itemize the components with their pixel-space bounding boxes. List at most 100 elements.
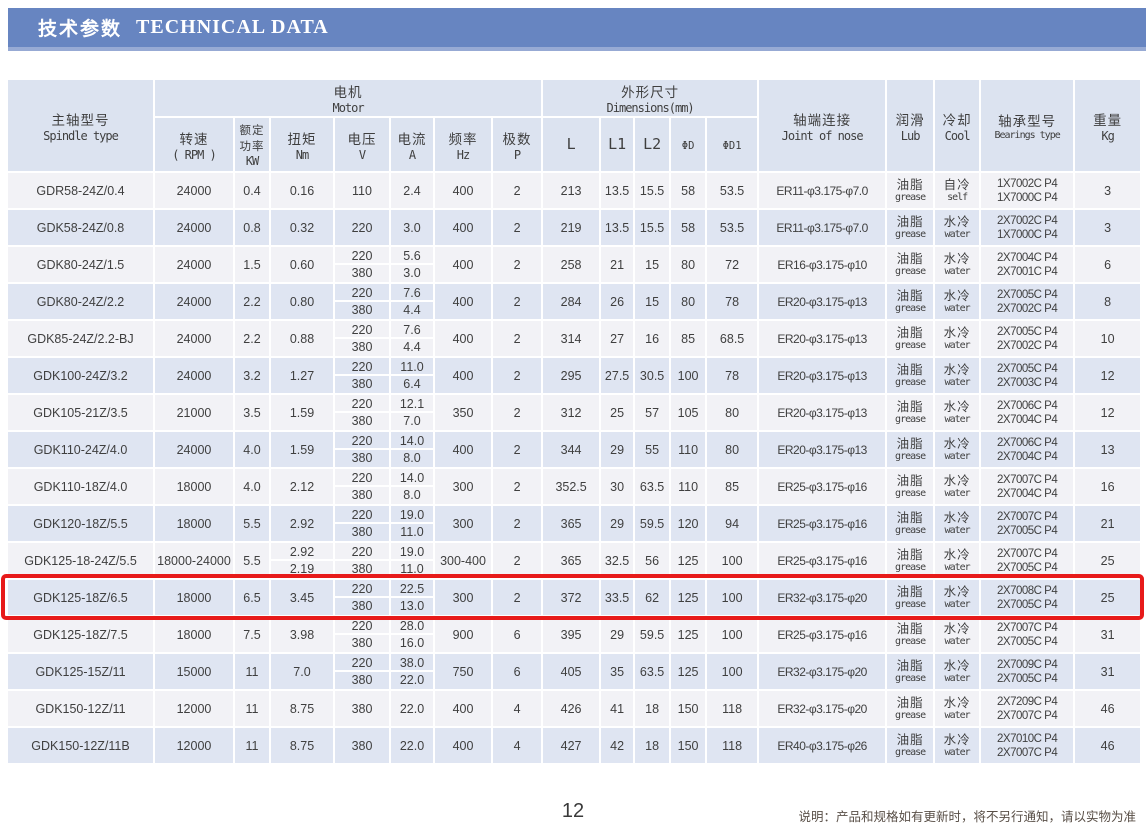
cell-rpm: 18000 xyxy=(153,504,235,543)
cell-hz: 400 xyxy=(433,689,493,728)
cell-nm: 2.92 2.19 xyxy=(269,541,335,580)
cell-rpm: 24000 xyxy=(153,430,235,469)
cell-dD1: 80 xyxy=(705,430,760,469)
cell-nm: 3.45 xyxy=(269,578,335,617)
cell-a: 7.6 4.4 xyxy=(389,319,435,358)
cell-cool: 水冷 water xyxy=(933,282,982,321)
cell-p: 6 xyxy=(490,615,544,654)
cell-a: 3.0 xyxy=(389,208,435,247)
cell-kw: 2.2 xyxy=(233,319,271,358)
table-row: GDK85-24Z/2.2-BJ 24000 2.2 0.88 220 380 7.6 4.4… xyxy=(6,319,1143,358)
cell-L: 352.5 xyxy=(541,467,602,506)
cell-lub: 油脂 grease xyxy=(885,504,936,543)
cell-joint-of-nose: ER25-φ3.175-φ16 xyxy=(757,615,888,654)
cell-L2: 55 xyxy=(633,430,672,469)
cell-kw: 5.5 xyxy=(233,541,271,580)
col-group-dimensions: 外形尺寸 Dimensions(mm) xyxy=(541,78,760,118)
cell-bearings: 2X7007C P4 2X7005C P4 xyxy=(979,615,1076,654)
cell-bearings: 2X7006C P4 2X7004C P4 xyxy=(979,430,1076,469)
cell-a: 2.4 xyxy=(389,171,435,210)
cell-L: 219 xyxy=(541,208,602,247)
cell-lub: 油脂 grease xyxy=(885,245,936,284)
cell-joint-of-nose: ER40-φ3.175-φ26 xyxy=(757,726,888,765)
cell-L1: 21 xyxy=(599,245,636,284)
cell-dD1: 100 xyxy=(705,652,760,691)
cell-p: 2 xyxy=(490,430,544,469)
cell-L2: 62 xyxy=(633,578,672,617)
cell-v: 220 xyxy=(333,208,391,247)
cell-nm: 3.98 xyxy=(269,615,335,654)
col-header-spindle-type: 主轴型号 Spindle type xyxy=(6,78,155,173)
cell-cool: 水冷 water xyxy=(933,319,982,358)
cell-dD1: 118 xyxy=(705,726,760,765)
cell-rpm: 18000 xyxy=(153,615,235,654)
cell-a: 14.0 8.0 xyxy=(389,430,435,469)
cell-kg: 31 xyxy=(1073,615,1143,654)
cell-joint-of-nose: ER32-φ3.175-φ20 xyxy=(757,578,888,617)
cell-p: 2 xyxy=(490,504,544,543)
cell-L2: 59.5 xyxy=(633,615,672,654)
cell-v: 220 380 xyxy=(333,393,391,432)
cell-dD: 125 xyxy=(669,652,708,691)
col-header-frequency: 频率 Hz xyxy=(433,116,493,173)
cell-spindle-model: GDK80-24Z/2.2 xyxy=(6,282,155,321)
cell-spindle-model: GDK110-24Z/4.0 xyxy=(6,430,155,469)
cell-L: 365 xyxy=(541,541,602,580)
cell-a: 19.0 11.0 xyxy=(389,504,435,543)
cell-L: 427 xyxy=(541,726,602,765)
cell-dD1: 72 xyxy=(705,245,760,284)
cell-dD: 105 xyxy=(669,393,708,432)
cell-dD: 58 xyxy=(669,171,708,210)
cell-L: 372 xyxy=(541,578,602,617)
cell-dD: 100 xyxy=(669,356,708,395)
table-row: GDK110-18Z/4.0 18000 4.0 2.12 220 380 14.0 8.0 3… xyxy=(6,467,1143,506)
cell-dD: 150 xyxy=(669,726,708,765)
cell-dD: 110 xyxy=(669,430,708,469)
cell-L2: 15 xyxy=(633,282,672,321)
cell-hz: 400 xyxy=(433,319,493,358)
cell-p: 2 xyxy=(490,208,544,247)
cell-cool: 自冷 self xyxy=(933,171,982,210)
cell-v: 220 380 xyxy=(333,504,391,543)
cell-cool: 水冷 water xyxy=(933,578,982,617)
cell-p: 2 xyxy=(490,171,544,210)
cell-joint-of-nose: ER16-φ3.175-φ10 xyxy=(757,245,888,284)
cell-joint-of-nose: ER20-φ3.175-φ13 xyxy=(757,282,888,321)
cell-L2: 18 xyxy=(633,689,672,728)
cell-p: 2 xyxy=(490,467,544,506)
cell-lub: 油脂 grease xyxy=(885,430,936,469)
cell-dD: 80 xyxy=(669,245,708,284)
cell-kg: 13 xyxy=(1073,430,1143,469)
cell-joint-of-nose: ER11-φ3.175-φ7.0 xyxy=(757,208,888,247)
cell-L: 314 xyxy=(541,319,602,358)
col-header-bearings-type: 轴承型号 Bearings type xyxy=(979,78,1076,173)
cell-cool: 水冷 water xyxy=(933,430,982,469)
cell-joint-of-nose: ER32-φ3.175-φ20 xyxy=(757,689,888,728)
cell-rpm: 18000 xyxy=(153,578,235,617)
cell-rpm: 24000 xyxy=(153,171,235,210)
cell-rpm: 12000 xyxy=(153,726,235,765)
cell-L: 365 xyxy=(541,504,602,543)
table-row: GDK150-12Z/11 12000 11 8.75 380 22.0 400 4 426 41… xyxy=(6,689,1143,728)
banner-title-en: TECHNICAL DATA xyxy=(136,16,329,38)
cell-nm: 0.80 xyxy=(269,282,335,321)
col-header-current: 电流 A xyxy=(389,116,435,173)
cell-kg: 46 xyxy=(1073,689,1143,728)
cell-dD: 120 xyxy=(669,504,708,543)
cell-v: 220 380 xyxy=(333,467,391,506)
cell-kg: 8 xyxy=(1073,282,1143,321)
cell-kw: 3.2 xyxy=(233,356,271,395)
cell-spindle-model: GDK125-18-24Z/5.5 xyxy=(6,541,155,580)
cell-kg: 46 xyxy=(1073,726,1143,765)
table-row: GDK125-15Z/11 15000 11 7.0 220 380 38.0 22.0 750… xyxy=(6,652,1143,691)
cell-lub: 油脂 grease xyxy=(885,578,936,617)
cell-kw: 4.0 xyxy=(233,430,271,469)
cell-lub: 油脂 grease xyxy=(885,282,936,321)
cell-L2: 57 xyxy=(633,393,672,432)
cell-kw: 5.5 xyxy=(233,504,271,543)
table-row: GDK125-18-24Z/5.5 18000-24000 5.5 2.92 2.19 2… xyxy=(6,541,1143,580)
cell-hz: 400 xyxy=(433,171,493,210)
table-row: GDK110-24Z/4.0 24000 4.0 1.59 220 380 14.0 8.0 4… xyxy=(6,430,1143,469)
cell-rpm: 24000 xyxy=(153,282,235,321)
